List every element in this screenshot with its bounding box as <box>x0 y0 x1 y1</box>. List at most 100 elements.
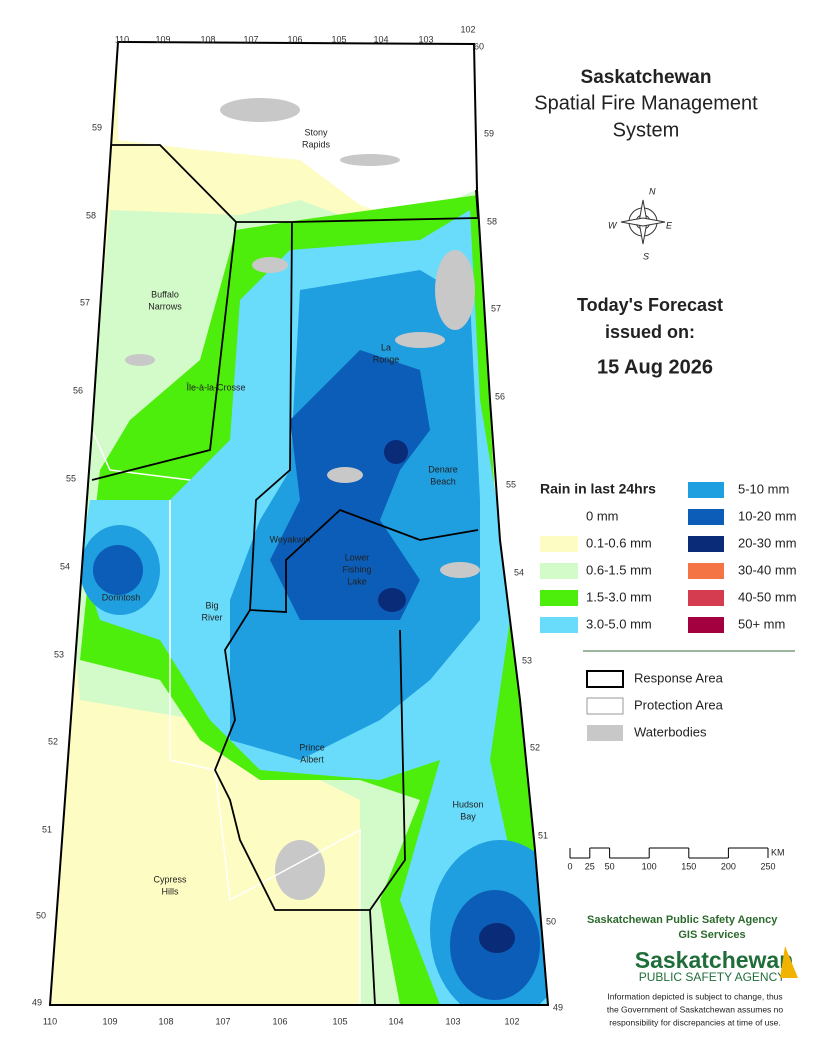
legend-swatch <box>540 590 578 606</box>
place-label: Cypress <box>153 874 187 884</box>
longitude-label: 107 <box>215 1016 230 1026</box>
latitude-label: 54 <box>514 567 524 577</box>
legend-label: 0 mm <box>586 508 619 523</box>
rain-zone <box>378 588 406 612</box>
scale-label: 25 <box>585 861 595 871</box>
latitude-label: 58 <box>86 210 96 220</box>
legend-label: 5-10 mm <box>738 481 789 496</box>
compass-n: N <box>649 186 656 196</box>
latitude-label: 58 <box>487 216 497 226</box>
place-label: Hudson <box>452 799 483 809</box>
place-label: River <box>201 612 222 622</box>
scale-unit: KM <box>771 847 785 857</box>
place-label: Fishing <box>342 564 371 574</box>
logo-text: Saskatchewan <box>635 947 794 973</box>
place-label: Buffalo <box>151 289 179 299</box>
place-label: Hills <box>162 886 179 896</box>
protection-area <box>91 429 361 1005</box>
rain-zone <box>270 350 430 620</box>
layer-swatch <box>586 697 624 715</box>
layer-swatch <box>586 670 624 688</box>
place-label: Bay <box>460 811 476 821</box>
longitude-label: 106 <box>287 34 302 44</box>
legend-swatch <box>688 590 724 606</box>
legend-label: 3.0-5.0 mm <box>586 616 652 631</box>
legend-swatch <box>688 482 724 498</box>
forecast-heading: issued on: <box>605 322 695 342</box>
forecast-heading: Today's Forecast <box>577 295 723 315</box>
legend-swatch <box>688 536 724 552</box>
legend-swatch <box>540 617 578 633</box>
longitude-label: 110 <box>43 1016 57 1026</box>
rain-zone <box>479 923 515 953</box>
place-label: Beach <box>430 476 456 486</box>
legend-title: Rain in last 24hrs <box>540 481 656 497</box>
scale-label: 100 <box>642 861 657 871</box>
forecast-date: 15 Aug 2026 <box>597 356 713 378</box>
longitude-label: 107 <box>243 34 258 44</box>
rain-zone <box>93 545 143 595</box>
place-label: Ronge <box>373 354 400 364</box>
rain-zone <box>118 42 476 225</box>
latitude-label: 60 <box>474 41 484 51</box>
place-label: La <box>381 342 391 352</box>
longitude-label: 102 <box>460 24 475 34</box>
scale-label: 0 <box>567 861 572 871</box>
place-label: Narrows <box>148 301 182 311</box>
region-title: Saskatchewan <box>581 67 712 88</box>
logo-subtext: PUBLIC SAFETY AGENCY <box>639 970 786 984</box>
longitude-label: 104 <box>388 1016 403 1026</box>
legend-label: 40-50 mm <box>738 589 797 604</box>
latitude-label: 51 <box>42 824 52 834</box>
latitude-label: 52 <box>530 742 540 752</box>
compass-e: E <box>666 220 673 230</box>
latitude-label: 56 <box>73 385 83 395</box>
place-label: Île-à-la-Crosse <box>185 382 245 392</box>
latitude-label: 50 <box>546 916 556 926</box>
agency-unit: GIS Services <box>678 929 745 941</box>
legend-swatch <box>688 509 724 525</box>
place-label: Prince <box>299 742 325 752</box>
compass-s: S <box>643 251 649 261</box>
latitude-label: 54 <box>60 561 70 571</box>
latitude-label: 51 <box>538 830 548 840</box>
latitude-label: 53 <box>54 649 64 659</box>
place-label: Dorintosh <box>102 592 141 602</box>
legend-label: 30-40 mm <box>738 562 797 577</box>
latitude-label: 50 <box>36 910 46 920</box>
place-label: Rapids <box>302 139 331 149</box>
longitude-label: 102 <box>504 1016 519 1026</box>
compass-w: W <box>608 220 618 230</box>
agency: Saskatchewan Public Safety Agency <box>587 914 778 926</box>
place-label: Lake <box>347 576 367 586</box>
scale-label: 250 <box>760 861 775 871</box>
disclaimer: Information depicted is subject to chang… <box>607 991 782 1001</box>
layer-label: Protection Area <box>634 697 724 712</box>
longitude-label: 108 <box>158 1016 173 1026</box>
legend-label: 0.6-1.5 mm <box>586 562 652 577</box>
province-outline <box>48 40 550 1006</box>
legend-swatch <box>540 536 578 552</box>
latitude-label: 59 <box>92 122 102 132</box>
scale-label: 200 <box>721 861 736 871</box>
longitude-label: 103 <box>418 34 433 44</box>
latitude-label: 52 <box>48 736 58 746</box>
logo-mark <box>780 946 798 978</box>
longitude-label: 105 <box>331 34 346 44</box>
longitude-label: 104 <box>373 34 388 44</box>
latitude-label: 59 <box>484 128 494 138</box>
latitude-label: 55 <box>66 473 76 483</box>
longitude-label: 110 <box>115 34 129 44</box>
longitude-label: 106 <box>272 1016 287 1026</box>
layer-label: Waterbodies <box>634 724 707 739</box>
title: Spatial Fire Management <box>534 92 758 114</box>
compass <box>620 199 666 245</box>
legend-label: 20-30 mm <box>738 535 797 550</box>
place-label: Lower <box>345 552 370 562</box>
rain-zone <box>384 440 408 464</box>
disclaimer: responsibility for discrepancies at time… <box>609 1017 781 1027</box>
legend-label: 10-20 mm <box>738 508 797 523</box>
labels: Saskatchewan Spatial Fire Management Sys… <box>534 67 798 1027</box>
latitude-label: 49 <box>32 997 42 1007</box>
